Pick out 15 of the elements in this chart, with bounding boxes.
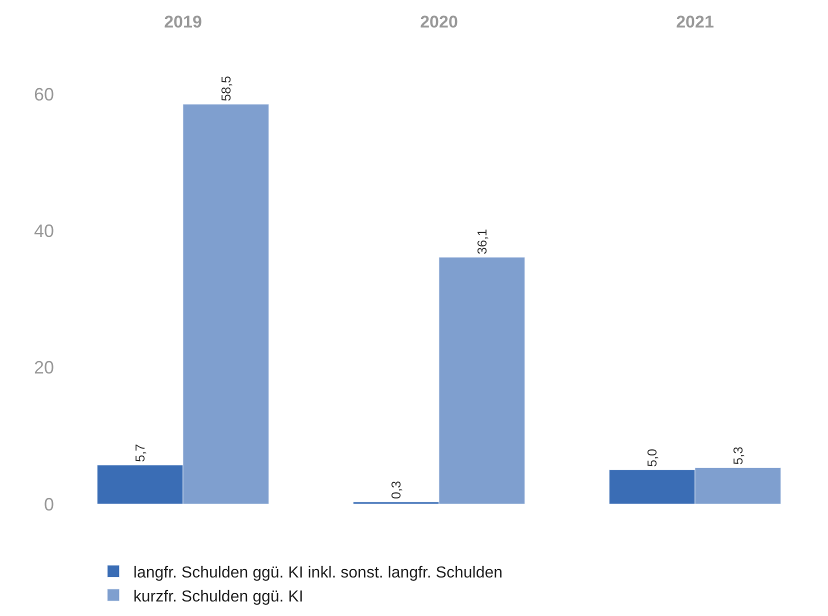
- data-label: 58,5: [218, 76, 234, 102]
- y-tick-label: 40: [34, 220, 54, 241]
- x-tick-label: 2019: [164, 12, 202, 32]
- data-label: 5,0: [644, 448, 660, 467]
- y-tick-label: 60: [34, 84, 54, 104]
- data-label: 5,7: [132, 444, 148, 462]
- data-label: 0,3: [388, 480, 404, 499]
- y-tick-label: 0: [44, 494, 54, 514]
- data-label: 36,1: [474, 229, 490, 254]
- legend-label: kurzfr. Schulden ggü. KI: [133, 588, 304, 606]
- x-tick-label: 2020: [420, 12, 458, 32]
- x-tick-label: 2021: [676, 12, 714, 32]
- data-label: 5,3: [730, 446, 746, 465]
- legend-label: langfr. Schulden ggü. KI inkl. sonst. langfr. Schulden: [133, 564, 503, 582]
- y-tick-label: 20: [34, 358, 54, 378]
